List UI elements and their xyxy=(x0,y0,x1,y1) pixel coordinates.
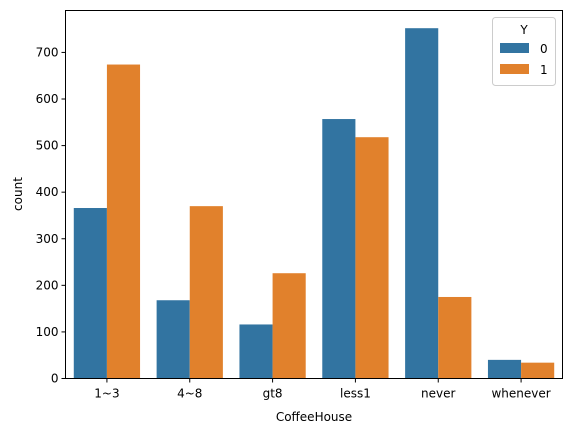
bar-never-series-1 xyxy=(438,296,472,379)
bar-whenever-series-1 xyxy=(521,362,555,379)
legend-swatch-1 xyxy=(500,64,529,74)
y-tick-label: 200 xyxy=(36,278,59,292)
bar-1~3-series-1 xyxy=(106,64,141,379)
y-tick-label: 0 xyxy=(51,372,59,386)
bar-1~3-series-0 xyxy=(73,208,107,379)
x-tick-label: whenever xyxy=(491,387,550,401)
x-tick-label: never xyxy=(421,387,455,401)
y-tick-label: 100 xyxy=(36,325,59,339)
bar-gt8-series-0 xyxy=(239,324,273,379)
x-tick-label: 1~3 xyxy=(94,387,119,401)
bar-whenever-series-0 xyxy=(487,359,522,379)
plot-frame xyxy=(65,10,563,379)
x-axis: 1~3 4~8 gt8 less1 never whenever xyxy=(94,378,551,401)
x-tick-label: less1 xyxy=(340,387,371,401)
legend-label-1: 1 xyxy=(540,63,548,77)
bar-4~8-series-1 xyxy=(189,206,223,379)
y-tick-label: 600 xyxy=(36,92,59,106)
x-tick-label: 4~8 xyxy=(177,387,202,401)
legend-label-0: 0 xyxy=(540,42,548,56)
legend-swatch-0 xyxy=(500,43,529,53)
legend: Y 0 1 xyxy=(492,17,556,86)
y-tick-label: 500 xyxy=(36,139,59,153)
bar-never-series-0 xyxy=(405,28,439,379)
legend-title: Y xyxy=(519,23,528,37)
bar-less1-series-0 xyxy=(322,119,356,379)
x-tick-label: gt8 xyxy=(263,387,283,401)
x-axis-label: CoffeeHouse xyxy=(276,410,352,424)
y-axis-label: count xyxy=(11,177,25,211)
bars-group xyxy=(73,28,555,379)
bar-4~8-series-0 xyxy=(156,300,190,379)
y-tick-label: 700 xyxy=(36,45,59,59)
bar-less1-series-1 xyxy=(355,137,389,379)
bar-gt8-series-1 xyxy=(272,273,306,379)
y-tick-label: 400 xyxy=(36,185,59,199)
y-tick-label: 300 xyxy=(36,232,59,246)
y-axis: 0 100 200 300 400 500 600 700 xyxy=(36,45,66,386)
